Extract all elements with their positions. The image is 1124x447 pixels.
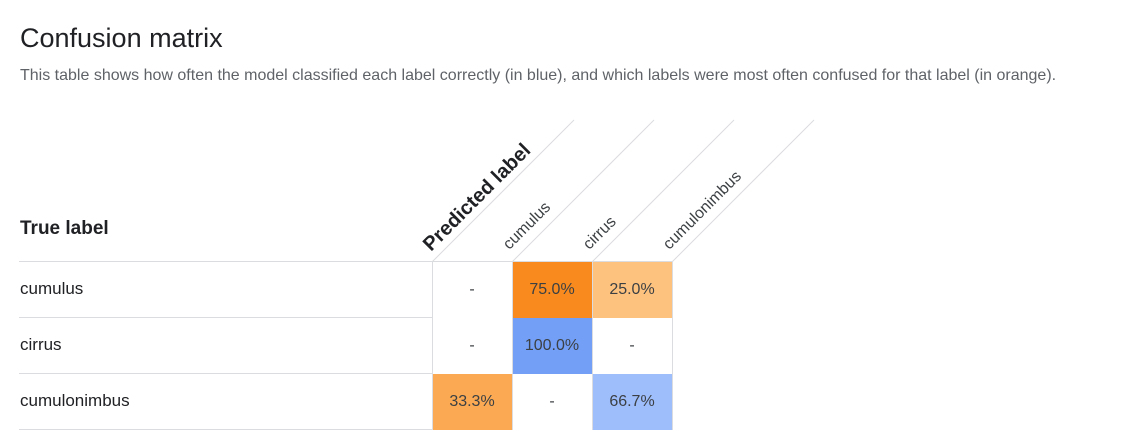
row-divider — [19, 317, 672, 318]
matrix-cell-cumulus-cirrus: 75.0% — [512, 262, 592, 318]
matrix-cell-cumulonimbus-cumulonimbus: 66.7% — [592, 374, 672, 430]
row-divider — [19, 429, 672, 430]
matrix-cell-cirrus-cirrus: 100.0% — [512, 318, 592, 374]
column-header-cumulonimbus: cumulonimbus — [660, 168, 745, 254]
row-label-cumulus: cumulus — [20, 279, 84, 298]
row-divider — [19, 373, 672, 374]
row-label-cumulonimbus: cumulonimbus — [20, 391, 130, 410]
table-header-divider — [19, 261, 672, 262]
column-divider — [432, 262, 433, 430]
column-divider — [512, 262, 513, 430]
page-title: Confusion matrix — [20, 23, 223, 53]
column-header-cumulus: cumulus — [500, 198, 555, 254]
matrix-cell-cumulus-cumulus: - — [432, 262, 512, 318]
matrix-cell-cumulonimbus-cirrus: - — [512, 374, 592, 430]
true-label-axis-title: True label — [20, 218, 109, 239]
column-header-cirrus: cirrus — [580, 213, 620, 254]
row-label-cirrus: cirrus — [20, 335, 62, 354]
matrix-cell-cumulonimbus-cumulus: 33.3% — [432, 374, 512, 430]
matrix-cell-cirrus-cumulonimbus: - — [592, 318, 672, 374]
matrix-cell-cirrus-cumulus: - — [432, 318, 512, 374]
column-divider — [592, 262, 593, 430]
column-divider — [672, 262, 673, 430]
matrix-cell-cumulus-cumulonimbus: 25.0% — [592, 262, 672, 318]
page-description: This table shows how often the model cla… — [20, 67, 1057, 84]
